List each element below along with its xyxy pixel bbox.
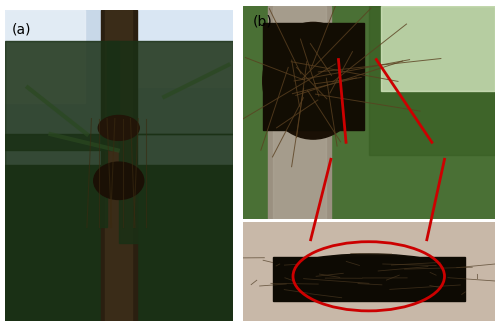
Bar xyxy=(119,134,232,243)
Text: (a): (a) xyxy=(12,22,32,36)
Bar xyxy=(382,6,495,91)
Ellipse shape xyxy=(262,22,364,139)
Ellipse shape xyxy=(94,162,144,200)
Bar xyxy=(262,23,364,130)
Bar xyxy=(5,165,232,321)
Bar xyxy=(5,10,232,165)
Bar xyxy=(273,6,326,219)
Bar xyxy=(100,10,137,321)
Text: (b): (b) xyxy=(252,15,272,29)
Bar xyxy=(105,10,132,321)
Bar xyxy=(369,6,495,155)
Ellipse shape xyxy=(98,115,139,140)
Ellipse shape xyxy=(274,254,464,298)
Bar xyxy=(5,134,108,227)
Bar xyxy=(108,41,232,134)
Bar xyxy=(130,10,232,87)
Bar xyxy=(273,257,464,301)
Bar xyxy=(5,10,84,103)
Bar xyxy=(268,6,331,219)
Bar xyxy=(5,41,119,150)
